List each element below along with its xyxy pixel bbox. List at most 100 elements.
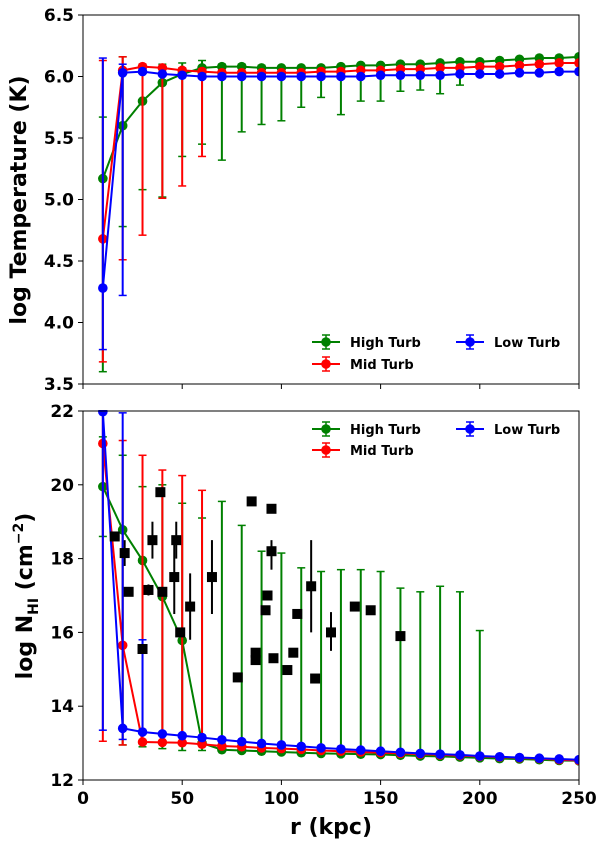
observation-point [250,655,261,666]
data-point [494,69,505,79]
y-tick-label: 16 [50,623,74,643]
data-point [197,732,207,743]
data-point [336,71,346,82]
data-point [197,71,207,82]
data-point [475,61,485,72]
data-point [375,746,386,757]
data-point [415,748,426,759]
data-point [355,745,366,755]
data-point [98,410,108,417]
observation-point [395,631,406,642]
data-point [554,754,564,764]
data-point [574,754,579,765]
x-tick-label: 0 [77,789,89,809]
data-point [177,737,187,748]
observation-point [250,647,261,658]
data-point [475,69,485,79]
top-panel: log Temperature (K) High Turb Low Turb M… [7,75,560,373]
data-point [157,69,168,79]
observation-point [326,627,336,638]
data-point [395,70,406,81]
x-tick-label: 200 [462,789,498,809]
bottom-plot-area [98,410,579,766]
observation-point [143,584,154,595]
observation-point [185,601,196,612]
y-tick-label: 4.5 [44,252,74,272]
bottom-legend: High Turb Low Turb Mid Turb [350,423,560,459]
data-point [494,751,505,762]
observation-point [268,653,279,664]
data-point [296,741,307,752]
top-plot-area [98,52,579,373]
bottom-legend-handles [312,421,484,458]
y-tick-label: 4.0 [44,314,74,334]
data-point [117,723,128,734]
y-tick-label: 6.5 [44,6,74,26]
observation-point [266,503,277,514]
data-point [395,747,406,758]
y-tick-label: 20 [50,476,74,496]
data-point [137,737,148,747]
observation-point [206,572,217,583]
data-point [534,753,545,764]
observation-point [171,535,182,546]
data-point [316,71,326,82]
data-point [435,63,445,73]
observation-point [169,572,180,583]
observation-point [123,586,134,597]
observation-point [292,608,303,619]
data-point [217,734,227,745]
observation-point [155,487,166,498]
data-point [177,730,187,741]
x-tick-label: 150 [363,789,399,809]
top-plot: 3.5 4.0 4.5 5.0 5.5 6.0 6.5 [44,6,580,395]
data-point [435,749,445,759]
data-point [256,71,267,82]
data-point [197,739,207,750]
observation-point [266,546,277,557]
legend-marker [321,359,331,369]
bottom-legend-label-mid: Mid Turb [350,444,414,459]
observation-point [157,586,168,597]
bottom-y-axis-label: log NHI (cm−2) [11,513,42,680]
data-point [177,70,187,81]
data-point [574,66,579,77]
observation-point [109,531,120,542]
y-tick-label: 12 [50,771,74,791]
legend-marker [321,424,331,434]
data-point [455,69,465,79]
bottom-x-axis-label: r (kpc) [290,815,372,840]
y-tick-label: 18 [50,550,74,570]
top-legend-label-high: High Turb [350,336,421,351]
observation-point [349,601,360,612]
data-point [435,70,445,81]
legend-marker [321,445,331,455]
data-point [554,58,564,68]
data-point [316,743,326,753]
observation-point [119,548,130,559]
observations [109,487,406,684]
ylabel-unit: (cm [13,544,38,598]
observation-point [232,672,243,683]
data-point [415,70,426,81]
data-point [236,736,247,747]
observation-point [365,605,376,616]
bottom-panel: log NHI (cm−2) r (kpc) High Turb Low Tur… [11,423,560,840]
y-tick-label: 14 [50,697,74,717]
y-tick-label: 6.0 [44,68,74,88]
top-legend-label-low: Low Turb [494,336,560,351]
data-point [534,59,545,69]
data-point [276,71,287,82]
data-point [276,740,287,750]
data-point [157,729,168,739]
ylabel-sup: −2 [11,523,27,544]
observation-point [310,673,321,684]
data-point [98,283,108,293]
observation-point [137,644,148,655]
observation-point [246,496,257,507]
x-tick-label: 50 [170,789,194,809]
data-point [256,738,267,749]
y-tick-label: 5.0 [44,191,74,211]
x-tick-label: 100 [264,789,300,809]
